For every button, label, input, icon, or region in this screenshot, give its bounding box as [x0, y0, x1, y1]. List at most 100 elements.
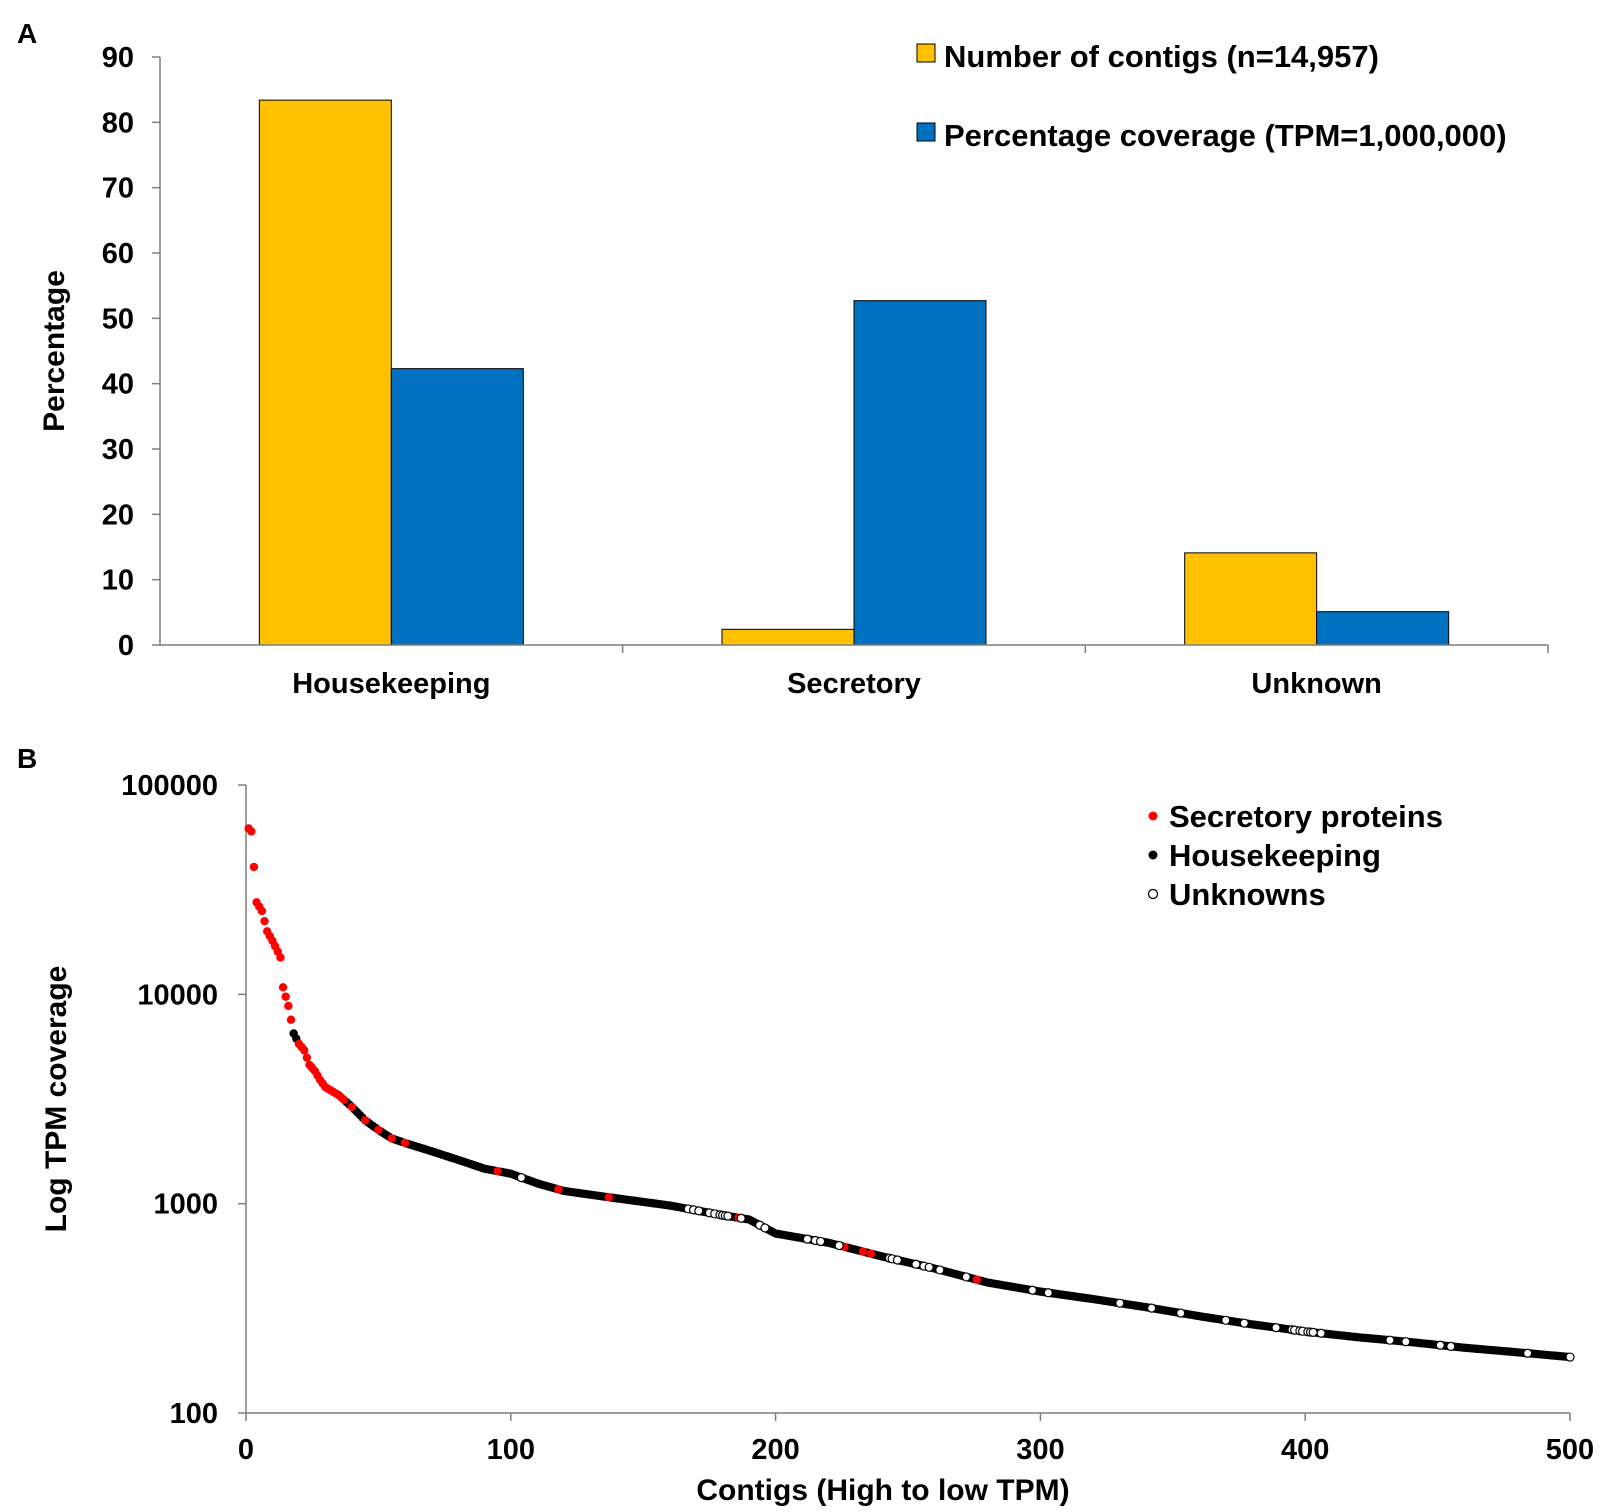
panel-b-point-secretory	[257, 906, 267, 916]
panel-a-y-tick-label: 30	[102, 434, 134, 466]
panel-b-legend: Secretory proteins Housekeeping Unknowns	[1147, 799, 1443, 912]
panel-b-scatter-chart: B 100 1000 10000 100000 0 100 200 300 400 500 Lo…	[17, 743, 1594, 1507]
panel-a-legend-label-1: Number of contigs (n=14,957)	[944, 39, 1379, 74]
panel-a-y-axis-title: Percentage	[38, 270, 71, 432]
panel-a-legend-label-2: Percentage coverage (TPM=1,000,000)	[944, 118, 1507, 153]
panel-a-x-tick-label: Secretory	[787, 668, 921, 700]
panel-b-x-tick-label: 200	[751, 1434, 799, 1466]
panel-b-point-unknown	[802, 1234, 812, 1244]
panel-b-point-unknown	[1271, 1323, 1281, 1333]
panel-b-point-secretory	[300, 1046, 309, 1055]
panel-b-point-unknown	[892, 1255, 903, 1265]
panel-b-point-secretory	[866, 1249, 876, 1258]
panel-b-x-tick-label: 0	[238, 1434, 254, 1466]
panel-b-point-secretory	[278, 983, 288, 992]
panel-b-y-axis-title: Log TPM coverage	[40, 966, 73, 1233]
panel-b-point-unknown	[935, 1265, 945, 1275]
panel-b-point-secretory	[249, 862, 259, 872]
panel-a-label: A	[17, 18, 37, 49]
panel-a-legend: Number of contigs (n=14,957) Percentage c…	[916, 39, 1507, 153]
panel-b-point-unknown	[694, 1206, 704, 1216]
panel-b-point-unknown	[723, 1211, 733, 1221]
panel-b-point-secretory	[339, 1095, 349, 1105]
panel-a-legend-swatch-1	[916, 43, 936, 63]
panel-b-point-secretory	[387, 1134, 396, 1143]
panel-b-point-secretory	[858, 1247, 868, 1256]
panel-b-point-unknown	[1308, 1327, 1318, 1337]
panel-a-bar-housekeeping-series-1	[258, 99, 392, 646]
panel-b-point-secretory	[247, 827, 256, 836]
panel-a-bar-unknown-series-2	[1316, 611, 1450, 646]
panel-b-x-tick-label: 100	[487, 1434, 535, 1466]
panel-b-point-unknown	[924, 1262, 934, 1272]
panel-b-point-unknown	[1176, 1308, 1186, 1318]
panel-b-legend-marker-3	[1147, 888, 1159, 900]
panel-b-point-unknown	[1027, 1285, 1038, 1295]
panel-b-point-unknown	[1115, 1298, 1125, 1308]
panel-b-point-secretory	[374, 1125, 383, 1135]
panel-a-bar-secretory-series-1	[721, 628, 855, 646]
panel-b-y-tick-label: 10000	[137, 979, 218, 1011]
panel-a-y-tick-label: 20	[102, 499, 134, 531]
panel-b-x-axis-title: Contigs (High to low TPM)	[696, 1474, 1069, 1507]
panel-a-bar-chart: A 0 10 20 30 40 50 60 70 80 90 Housekeeping Secret…	[17, 18, 1549, 700]
panel-b-legend-label-2: Housekeeping	[1169, 838, 1381, 873]
panel-b-point-secretory	[400, 1138, 410, 1148]
panel-b-point-unknown	[1565, 1352, 1575, 1362]
panel-b-legend-marker-1	[1148, 811, 1158, 821]
panel-a-y-tick-label: 60	[102, 238, 134, 270]
panel-a-y-tick-label: 0	[118, 630, 134, 662]
panel-b-legend-label-1: Secretory proteins	[1169, 799, 1443, 834]
panel-a-x-tick-label: Unknown	[1251, 668, 1382, 700]
panel-b-point-unknown	[1316, 1328, 1326, 1338]
panel-a-y-tick-label: 10	[102, 565, 134, 597]
panel-a-legend-swatch-2	[916, 122, 936, 142]
panel-b-point-unknown	[1435, 1340, 1445, 1350]
panel-b-point-secretory	[281, 992, 290, 1001]
panel-a-y-tick-label: 90	[102, 42, 134, 74]
panel-b-x-tick-label: 400	[1281, 1434, 1329, 1466]
panel-b-x-tick-label: 500	[1546, 1434, 1594, 1466]
panel-b-x-tick-label: 300	[1016, 1434, 1064, 1466]
panel-b-point-unknown	[1221, 1315, 1231, 1325]
panel-b-point-unknown	[1147, 1303, 1157, 1313]
panel-a-y-tick-label: 40	[102, 369, 134, 401]
panel-b-point-unknown	[516, 1172, 526, 1183]
panel-b-point-unknown	[1401, 1337, 1411, 1347]
panel-b-point-secretory	[260, 916, 269, 926]
panel-a-x-tick-label: Housekeeping	[292, 668, 490, 700]
panel-b-point-secretory	[604, 1193, 613, 1202]
panel-b-point-secretory	[302, 1053, 312, 1062]
panel-b-point-secretory	[360, 1116, 370, 1125]
panel-b-y-tick-label: 1000	[153, 1189, 218, 1221]
panel-b-point-unknown	[834, 1240, 844, 1251]
panel-b-point-unknown	[1043, 1288, 1053, 1298]
panel-b-point-secretory	[972, 1275, 982, 1284]
panel-a-bar-secretory-series-2	[853, 300, 987, 646]
panel-b-point-secretory	[284, 1001, 293, 1011]
panel-b-point-unknown	[760, 1223, 770, 1233]
panel-b-point-unknown	[1446, 1341, 1456, 1351]
panel-b-label: B	[17, 743, 37, 774]
panel-b-legend-marker-2	[1148, 850, 1158, 860]
panel-b-point-unknown	[816, 1236, 826, 1247]
panel-b-point-unknown	[961, 1272, 971, 1282]
panel-b-points	[244, 824, 1575, 1362]
panel-b-legend-label-3: Unknowns	[1169, 877, 1326, 912]
panel-a-y-tick-label: 70	[102, 173, 134, 205]
panel-b-point-secretory	[286, 1015, 296, 1024]
panel-b-point-secretory	[554, 1185, 563, 1194]
panel-a-bar-housekeeping-series-2	[390, 368, 524, 646]
panel-b-point-secretory	[493, 1166, 502, 1176]
panel-b-y-tick-label: 100	[170, 1398, 218, 1430]
panel-b-y-tick-label: 100000	[121, 770, 218, 802]
panel-b-point-unknown	[1385, 1335, 1395, 1345]
panel-b-point-secretory	[347, 1102, 357, 1112]
panel-a-y-tick-label: 50	[102, 303, 134, 335]
panel-a-bar-unknown-series-1	[1184, 552, 1318, 646]
panel-a-y-tick-label: 80	[102, 107, 134, 139]
panel-b-point-unknown	[1239, 1318, 1249, 1328]
panel-b-point-unknown	[736, 1213, 746, 1223]
panel-b-point-unknown	[911, 1259, 921, 1269]
